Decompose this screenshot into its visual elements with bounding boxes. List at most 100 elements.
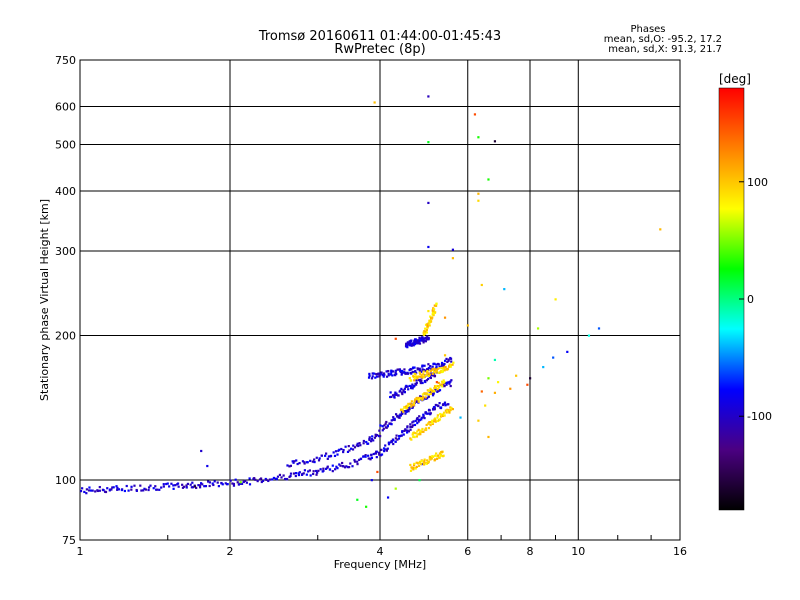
- o-trace-point: [168, 485, 171, 488]
- o-trace-point: [245, 481, 248, 484]
- scatter-point: [509, 387, 512, 390]
- o-trace-point: [183, 485, 186, 488]
- o-trace-point: [85, 488, 88, 491]
- o-trace-point: [327, 455, 331, 458]
- y-axis-label: Stationary phase Virtual Height [km]: [38, 199, 51, 401]
- o-trace-point: [436, 404, 440, 407]
- x-trace-point: [423, 458, 426, 461]
- o-trace-point: [338, 463, 341, 466]
- x-trace-point: [416, 433, 419, 436]
- o-trace-point: [400, 373, 403, 376]
- x-trace-point: [441, 370, 444, 373]
- o-trace-point: [393, 395, 396, 398]
- x-trace-point: [421, 393, 425, 396]
- o-trace-point: [406, 431, 409, 434]
- o-trace-point: [420, 337, 423, 341]
- o-trace-point: [398, 414, 401, 417]
- o-trace-point: [373, 436, 376, 439]
- o-trace-point: [368, 374, 371, 377]
- y-tick-label: 400: [55, 185, 76, 198]
- x-trace-point: [429, 387, 432, 390]
- o-trace-point: [421, 381, 424, 385]
- x-trace-point: [410, 400, 413, 403]
- o-trace-point: [356, 460, 359, 463]
- x-trace-point: [424, 327, 427, 330]
- grid-lines: [80, 60, 680, 540]
- x-trace-point: [410, 438, 413, 441]
- o-trace-point: [410, 368, 413, 371]
- x-trace-point: [423, 459, 426, 462]
- o-trace-point: [438, 402, 441, 405]
- o-trace-point: [411, 342, 415, 345]
- x-trace-point: [448, 411, 451, 414]
- o-trace-point: [385, 370, 388, 373]
- x-trace-point: [429, 370, 433, 373]
- x-trace-point: [441, 450, 444, 453]
- o-trace-point: [208, 481, 211, 484]
- o-trace-point: [325, 452, 328, 455]
- x-trace-point: [437, 385, 440, 388]
- x-trace-point: [409, 437, 412, 440]
- x-trace-point: [445, 367, 449, 371]
- o-trace-point: [401, 412, 404, 416]
- o-trace-point: [147, 488, 150, 492]
- o-trace-point: [309, 459, 312, 462]
- o-trace-point: [400, 391, 404, 394]
- o-trace-point: [353, 459, 356, 462]
- o-trace-point: [384, 444, 387, 447]
- o-trace-point: [322, 469, 325, 472]
- o-trace-point: [418, 336, 421, 339]
- x-trace-point: [413, 435, 416, 438]
- o-trace-point: [116, 486, 119, 490]
- x-trace-point: [412, 402, 416, 405]
- o-trace-point: [443, 402, 446, 405]
- o-trace-point: [409, 423, 412, 426]
- o-trace-point: [315, 473, 318, 476]
- scatter-point: [365, 505, 368, 508]
- o-trace-point: [362, 455, 365, 458]
- o-trace-point: [342, 448, 345, 452]
- o-trace-point: [115, 485, 118, 488]
- o-trace-point: [402, 433, 405, 436]
- x-trace-point: [425, 423, 428, 427]
- x-trace-point: [431, 367, 434, 371]
- o-trace-point: [422, 341, 425, 344]
- o-trace-point: [412, 344, 415, 347]
- o-trace-point: [334, 450, 338, 453]
- x-trace-point: [434, 368, 437, 371]
- o-trace-point: [369, 458, 372, 461]
- x-trace-point: [433, 390, 436, 393]
- o-trace-point: [372, 452, 375, 456]
- o-trace-point: [207, 480, 210, 483]
- x-trace-point: [424, 396, 427, 399]
- x-trace-point: [659, 228, 662, 231]
- x-trace-point: [438, 456, 441, 459]
- x-trace-point: [433, 308, 436, 311]
- o-trace-point: [275, 478, 279, 481]
- o-trace-point: [429, 376, 433, 380]
- o-trace-point: [429, 412, 432, 415]
- o-trace-point: [375, 456, 378, 459]
- o-trace-point: [418, 367, 421, 370]
- x-trace-point: [427, 372, 430, 375]
- o-trace-point: [413, 341, 416, 344]
- o-trace-point: [102, 489, 105, 492]
- o-trace-point: [174, 484, 177, 487]
- o-trace-point: [423, 397, 426, 400]
- o-trace-point: [411, 406, 414, 409]
- x-trace-point: [422, 395, 425, 399]
- x-tick-label: 16: [673, 545, 687, 558]
- o-trace-point: [389, 373, 392, 376]
- x-trace-point: [407, 405, 410, 408]
- o-trace-point: [123, 489, 126, 493]
- x-trace-point: [438, 452, 442, 455]
- o-trace-point: [437, 389, 440, 393]
- o-trace-point: [293, 460, 296, 463]
- o-trace-point: [127, 489, 130, 492]
- o-trace-point: [414, 419, 417, 422]
- o-trace-point: [438, 389, 442, 392]
- o-trace-point: [278, 473, 282, 476]
- o-trace-point: [413, 366, 416, 369]
- o-trace-point: [408, 384, 411, 388]
- scatter-point: [473, 113, 477, 116]
